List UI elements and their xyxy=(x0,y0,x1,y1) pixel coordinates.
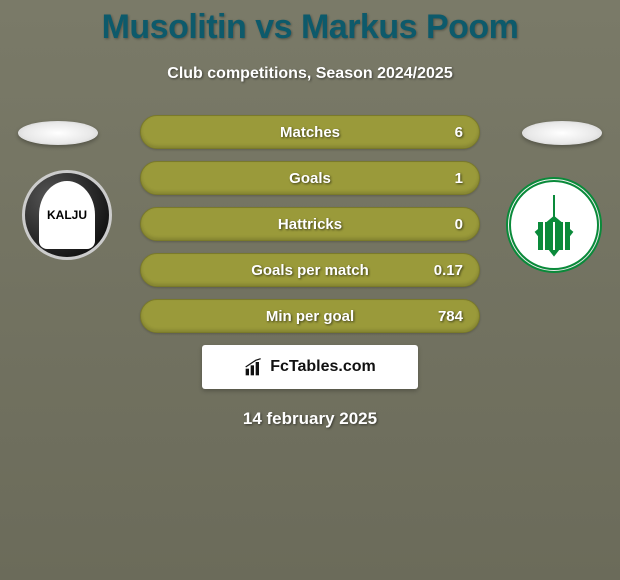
stat-value: 784 xyxy=(438,308,463,325)
stat-value: 6 xyxy=(455,124,463,141)
stat-row: Matches 6 xyxy=(140,115,480,149)
team-badge-left-label: KALJU xyxy=(39,181,95,249)
stat-value: 0.17 xyxy=(434,262,463,279)
main-container: Musolitin vs Markus Poom Club competitio… xyxy=(0,0,620,429)
site-logo-box[interactable]: FcTables.com xyxy=(202,345,418,389)
content-area: KALJU Matches 6 Goals 1 Hattricks xyxy=(0,115,620,429)
page-title: Musolitin vs Markus Poom xyxy=(0,8,620,47)
team-badge-left: KALJU xyxy=(22,170,112,260)
stat-value: 1 xyxy=(455,170,463,187)
stat-label: Min per goal xyxy=(266,308,354,325)
stat-label: Hattricks xyxy=(278,216,342,233)
bar-chart-icon xyxy=(244,357,264,377)
stat-label: Goals xyxy=(289,170,331,187)
stat-value: 0 xyxy=(455,216,463,233)
subtitle: Club competitions, Season 2024/2025 xyxy=(0,65,620,83)
stat-label: Matches xyxy=(280,124,340,141)
stats-list: Matches 6 Goals 1 Hattricks 0 Goals per … xyxy=(140,115,480,333)
team-badge-right-svg xyxy=(506,177,602,273)
date-text: 14 february 2025 xyxy=(0,409,620,429)
stat-row: Hattricks 0 xyxy=(140,207,480,241)
stat-label: Goals per match xyxy=(251,262,369,279)
left-platform-ellipse xyxy=(18,121,98,145)
stat-row: Goals per match 0.17 xyxy=(140,253,480,287)
stat-row: Min per goal 784 xyxy=(140,299,480,333)
right-platform-ellipse xyxy=(522,121,602,145)
team-badge-right xyxy=(506,177,602,273)
stat-row: Goals 1 xyxy=(140,161,480,195)
site-logo-text: FcTables.com xyxy=(270,358,376,376)
